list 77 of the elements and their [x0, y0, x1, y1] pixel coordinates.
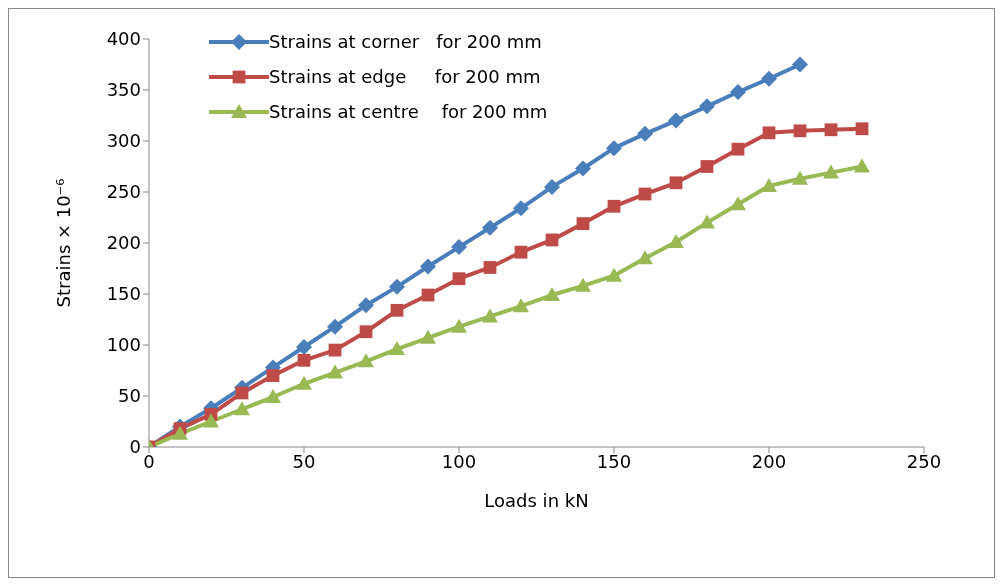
point — [234, 401, 250, 416]
point — [637, 125, 653, 142]
point — [606, 267, 622, 282]
point — [296, 375, 312, 390]
point — [420, 329, 436, 344]
y-tick-label: 300 — [106, 130, 141, 152]
point — [482, 219, 498, 236]
legend-label: Strains at edge for 200 mm — [269, 66, 541, 87]
point — [389, 341, 405, 356]
point — [172, 425, 188, 440]
point — [730, 84, 746, 101]
legend-label: Strains at corner for 200 mm — [269, 31, 542, 52]
x-axis-title: Loads in kN — [484, 490, 589, 511]
y-axis-title: Strains × 10⁻⁶ — [53, 178, 75, 308]
point — [792, 170, 808, 185]
point — [390, 303, 404, 317]
point — [700, 160, 714, 173]
point — [296, 339, 312, 356]
x-tick-label: 100 — [441, 450, 477, 472]
point — [544, 287, 560, 302]
point — [451, 318, 467, 333]
point — [265, 389, 281, 404]
point — [513, 200, 529, 217]
point — [452, 272, 466, 286]
point — [823, 164, 839, 179]
legend-label: Strains at centre for 200 mm — [269, 101, 548, 122]
point — [576, 217, 590, 231]
point — [761, 177, 777, 192]
x-tick-label: 250 — [906, 450, 942, 472]
point — [327, 364, 343, 379]
point — [297, 353, 311, 367]
x-tick-label: 150 — [596, 450, 632, 472]
point — [793, 124, 807, 138]
point — [359, 325, 373, 339]
point — [575, 160, 591, 177]
point — [855, 122, 869, 136]
point — [358, 353, 374, 368]
point — [266, 369, 280, 382]
point — [669, 176, 683, 190]
point — [483, 261, 497, 274]
point — [854, 158, 870, 173]
point — [762, 126, 776, 140]
y-tick-label: 0 — [129, 436, 141, 458]
point — [761, 70, 777, 87]
point — [824, 123, 838, 137]
point — [513, 298, 529, 313]
point — [606, 140, 622, 157]
point — [203, 413, 219, 428]
point — [451, 239, 467, 256]
y-tick-label: 400 — [106, 28, 141, 50]
y-tick-label: 350 — [106, 79, 141, 101]
point — [699, 214, 715, 229]
point — [637, 250, 653, 265]
point — [328, 343, 342, 357]
point — [544, 178, 560, 195]
point — [668, 112, 684, 129]
point — [420, 258, 436, 275]
point — [668, 233, 684, 248]
y-tick-label: 250 — [106, 181, 141, 203]
point — [699, 98, 715, 115]
point — [731, 142, 745, 156]
point — [575, 277, 591, 292]
point — [514, 245, 528, 259]
x-tick-label: 0 — [143, 450, 155, 472]
y-tick-label: 150 — [106, 283, 141, 305]
y-tick-label: 50 — [118, 385, 141, 407]
y-tick-label: 200 — [106, 232, 141, 254]
point — [482, 308, 498, 323]
point — [607, 199, 621, 213]
point — [327, 318, 343, 335]
point — [792, 56, 808, 73]
point — [389, 278, 405, 295]
x-tick-label: 200 — [751, 450, 787, 472]
point — [358, 297, 374, 314]
y-tick-label: 100 — [106, 334, 141, 356]
x-tick-label: 50 — [292, 450, 316, 472]
point — [730, 196, 746, 211]
